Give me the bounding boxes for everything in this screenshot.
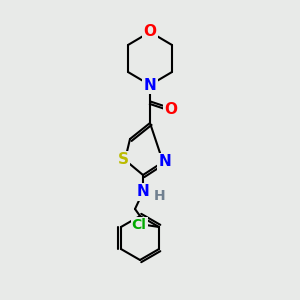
Text: N: N [159,154,171,169]
Text: N: N [144,77,156,92]
Text: O: O [164,103,178,118]
Text: S: S [118,152,128,167]
Text: O: O [143,25,157,40]
Text: Cl: Cl [132,218,146,232]
Text: H: H [154,189,166,203]
Text: N: N [136,184,149,200]
